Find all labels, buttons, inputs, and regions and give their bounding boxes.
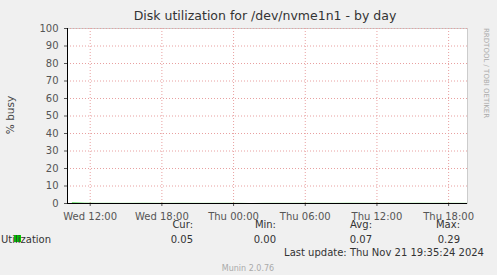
svg-text:Avg:: Avg: [350,219,372,230]
svg-text:RRDTOOL / TOBI OETIKER: RRDTOOL / TOBI OETIKER [482,28,490,118]
svg-text:50: 50 [46,110,59,121]
svg-text:70: 70 [46,75,59,86]
svg-text:0: 0 [52,198,58,209]
svg-text:Min:: Min: [255,219,276,230]
svg-text:Wed 12:00: Wed 12:00 [63,211,117,222]
svg-text:0.29: 0.29 [438,234,460,245]
svg-text:100: 100 [39,23,58,34]
svg-text:Last update: Thu Nov 21 19:35:: Last update: Thu Nov 21 19:35:24 2024 [284,247,484,258]
svg-text:Max:: Max: [436,219,460,230]
svg-text:Wed 18:00: Wed 18:00 [135,210,189,222]
svg-text:Disk utilization for /dev/nvme: Disk utilization for /dev/nvme1n1 - by d… [134,8,397,23]
svg-text:10: 10 [46,180,59,191]
svg-text:Thu 12:00: Thu 12:00 [351,210,403,222]
svg-text:90: 90 [46,40,59,51]
svg-text:Munin 2.0.76: Munin 2.0.76 [222,264,274,273]
svg-text:% busy: % busy [4,96,16,134]
svg-text:80: 80 [46,58,59,69]
svg-text:Utilization: Utilization [1,234,51,245]
svg-text:Cur:: Cur: [172,219,193,230]
svg-text:30: 30 [46,145,59,156]
svg-text:0.05: 0.05 [171,234,193,245]
svg-text:Thu 00:00: Thu 00:00 [207,211,259,222]
svg-text:Thu 18:00: Thu 18:00 [423,210,474,222]
svg-text:Thu 06:00: Thu 06:00 [279,211,331,222]
svg-text:0.07: 0.07 [350,234,372,245]
svg-text:40: 40 [46,128,59,139]
svg-text:60: 60 [46,93,59,104]
svg-text:20: 20 [46,163,59,174]
svg-text:0.00: 0.00 [254,234,276,245]
